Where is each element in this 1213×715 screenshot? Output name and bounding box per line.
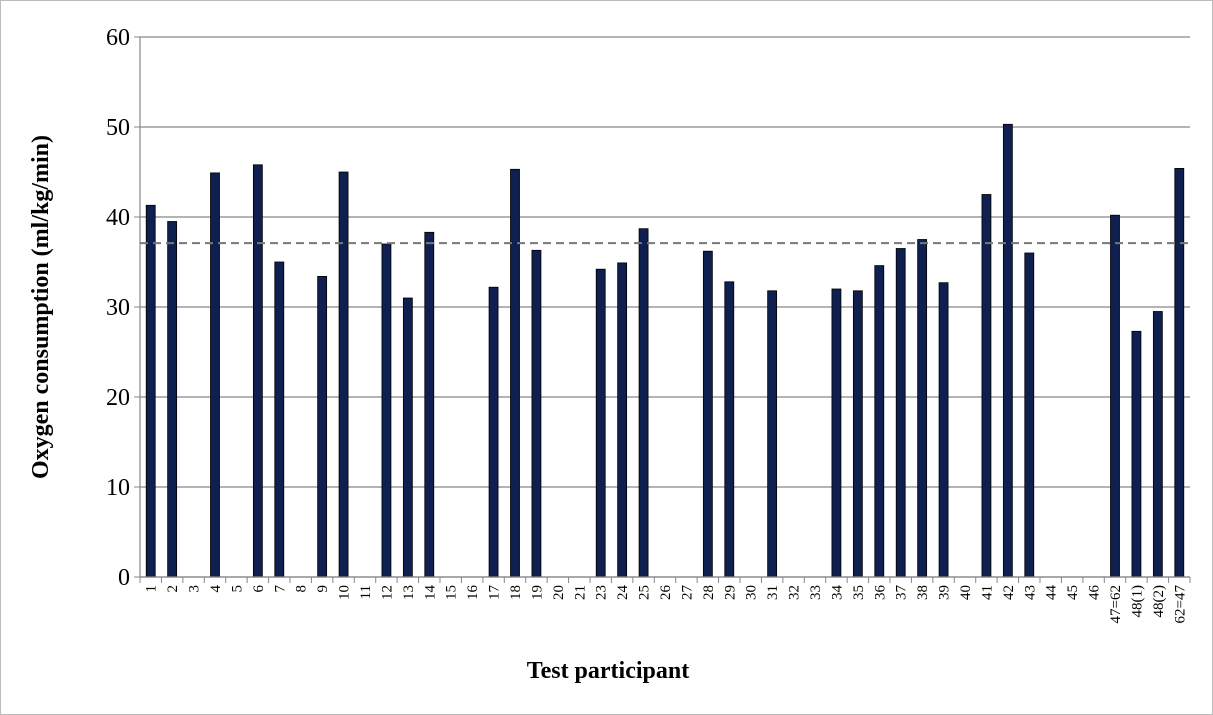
x-tick-label: 46 <box>1087 585 1103 601</box>
bar <box>724 281 735 578</box>
bar <box>702 250 713 578</box>
y-tick-label: 60 <box>106 25 130 51</box>
x-tick-label: 37 <box>894 585 910 601</box>
bar <box>1002 123 1013 578</box>
x-tick-label: 38 <box>915 585 931 600</box>
x-tick-label: 24 <box>615 585 631 601</box>
bar <box>531 249 542 578</box>
x-tick-label: 43 <box>1022 585 1038 600</box>
x-tick-label: 34 <box>829 585 845 601</box>
bar <box>402 297 413 578</box>
bar <box>831 288 842 578</box>
y-tick-label: 10 <box>106 475 130 501</box>
bar <box>210 172 220 578</box>
bar <box>424 231 435 578</box>
x-tick-label: 9 <box>315 585 331 593</box>
bar <box>917 239 928 578</box>
bar <box>488 286 499 578</box>
x-tick-label: 23 <box>594 585 610 600</box>
x-tick-label: 5 <box>229 585 245 593</box>
bar <box>167 221 178 578</box>
x-tick-label: 20 <box>551 585 567 600</box>
x-tick-label: 47=62 <box>1108 585 1124 623</box>
x-tick-label: 15 <box>444 585 460 600</box>
x-tick-label: 17 <box>487 585 503 601</box>
y-tick-label: 50 <box>106 115 130 141</box>
x-tick-label: 2 <box>165 585 181 593</box>
x-tick-label: 33 <box>808 585 824 600</box>
bar <box>1174 167 1185 578</box>
bar <box>381 243 392 578</box>
y-tick-label: 20 <box>106 385 130 411</box>
bar <box>981 194 992 578</box>
bar <box>874 265 885 578</box>
y-tick-label: 30 <box>106 295 130 321</box>
x-tick-label: 6 <box>251 585 267 593</box>
bar <box>617 262 628 578</box>
bar <box>510 168 520 578</box>
x-tick-label: 16 <box>465 585 481 601</box>
x-tick-label: 28 <box>701 585 717 600</box>
x-tick-label: 25 <box>637 585 653 600</box>
bar <box>1110 214 1120 578</box>
bar <box>1152 311 1163 578</box>
x-tick-label: 3 <box>187 585 203 593</box>
x-axis-title: Test participant <box>527 658 689 684</box>
bar <box>317 275 328 578</box>
bar <box>595 268 606 578</box>
x-tick-label: 39 <box>937 585 953 600</box>
bar <box>895 248 906 578</box>
bar <box>638 228 649 578</box>
x-tick-label: 4 <box>208 585 224 593</box>
bar <box>274 261 285 578</box>
x-tick-label: 11 <box>358 585 374 599</box>
bar <box>767 290 778 578</box>
bar <box>852 290 863 578</box>
x-tick-label: 32 <box>787 585 803 600</box>
bar <box>252 164 263 578</box>
x-tick-label: 40 <box>958 585 974 600</box>
x-tick-label: 48(2) <box>1151 585 1167 618</box>
x-tick-label: 14 <box>422 585 438 601</box>
x-tick-label: 21 <box>572 585 588 600</box>
x-tick-label: 42 <box>1001 585 1017 600</box>
bar <box>145 204 156 578</box>
x-tick-label: 8 <box>294 585 310 593</box>
x-tick-label: 41 <box>979 585 995 600</box>
bar <box>1131 330 1142 578</box>
x-tick-label: 19 <box>529 585 545 600</box>
x-tick-label: 30 <box>744 585 760 600</box>
x-tick-label: 29 <box>722 585 738 600</box>
x-tick-label: 35 <box>851 585 867 600</box>
bar <box>938 282 949 578</box>
x-tick-label: 44 <box>1044 585 1060 601</box>
x-tick-label: 31 <box>765 585 781 600</box>
x-tick-label: 10 <box>337 585 353 600</box>
y-axis-title: Oxygen consumption (ml/kg/min) <box>28 135 54 479</box>
x-tick-label: 62=47 <box>1172 585 1188 624</box>
x-tick-label: 26 <box>658 585 674 601</box>
x-tick-label: 27 <box>679 585 695 601</box>
x-tick-label: 12 <box>379 585 395 600</box>
y-tick-label: 0 <box>118 565 130 591</box>
x-tick-label: 18 <box>508 585 524 600</box>
y-tick-label: 40 <box>106 205 130 231</box>
x-tick-label: 7 <box>272 585 288 593</box>
x-tick-label: 48(1) <box>1129 585 1145 618</box>
x-tick-label: 45 <box>1065 585 1081 600</box>
x-tick-label: 36 <box>872 585 888 601</box>
x-tick-label: 13 <box>401 585 417 600</box>
x-tick-label: 1 <box>144 585 160 593</box>
bar <box>1024 252 1035 578</box>
bar <box>338 171 349 578</box>
